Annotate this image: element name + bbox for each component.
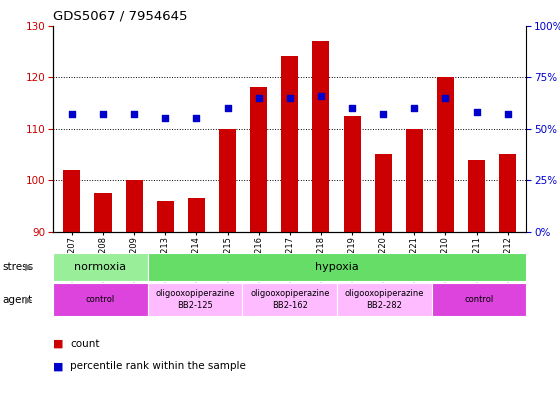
Point <box>348 105 357 111</box>
Bar <box>281 57 298 232</box>
Point <box>472 109 481 115</box>
Bar <box>468 160 485 232</box>
Point <box>503 111 512 118</box>
Text: GDS5067 / 7954645: GDS5067 / 7954645 <box>53 10 188 23</box>
Bar <box>95 193 111 232</box>
Bar <box>53 253 148 281</box>
Bar <box>53 283 148 316</box>
Bar <box>432 283 526 316</box>
Text: control: control <box>464 295 494 304</box>
Text: agent: agent <box>3 295 33 305</box>
Point <box>192 115 201 121</box>
Point <box>441 95 450 101</box>
Text: ▶: ▶ <box>25 262 33 272</box>
Text: hypoxia: hypoxia <box>315 262 359 272</box>
Bar <box>242 283 337 316</box>
Text: ■: ■ <box>53 361 64 371</box>
Point <box>316 92 325 99</box>
Point <box>130 111 139 118</box>
Point <box>254 95 263 101</box>
Bar <box>343 116 361 232</box>
Bar <box>157 201 174 232</box>
Text: oligooxopiperazine
BB2-162: oligooxopiperazine BB2-162 <box>250 289 329 310</box>
Point <box>223 105 232 111</box>
Text: count: count <box>70 339 100 349</box>
Point <box>67 111 76 118</box>
Point <box>99 111 108 118</box>
Bar <box>148 253 526 281</box>
Bar <box>219 129 236 232</box>
Bar <box>312 41 329 232</box>
Text: percentile rank within the sample: percentile rank within the sample <box>70 361 246 371</box>
Bar <box>188 198 205 232</box>
Text: stress: stress <box>3 262 34 272</box>
Bar <box>63 170 81 232</box>
Point <box>285 95 294 101</box>
Bar <box>406 129 423 232</box>
Point <box>410 105 419 111</box>
Bar <box>148 283 242 316</box>
Bar <box>499 154 516 232</box>
Text: oligooxopiperazine
BB2-282: oligooxopiperazine BB2-282 <box>345 289 424 310</box>
Bar <box>337 283 432 316</box>
Text: normoxia: normoxia <box>74 262 127 272</box>
Bar <box>125 180 143 232</box>
Text: oligooxopiperazine
BB2-125: oligooxopiperazine BB2-125 <box>156 289 235 310</box>
Bar <box>437 77 454 232</box>
Point <box>379 111 388 118</box>
Text: ▶: ▶ <box>25 295 33 305</box>
Bar <box>250 87 267 232</box>
Text: ■: ■ <box>53 339 64 349</box>
Point <box>161 115 170 121</box>
Bar <box>375 154 392 232</box>
Text: control: control <box>86 295 115 304</box>
